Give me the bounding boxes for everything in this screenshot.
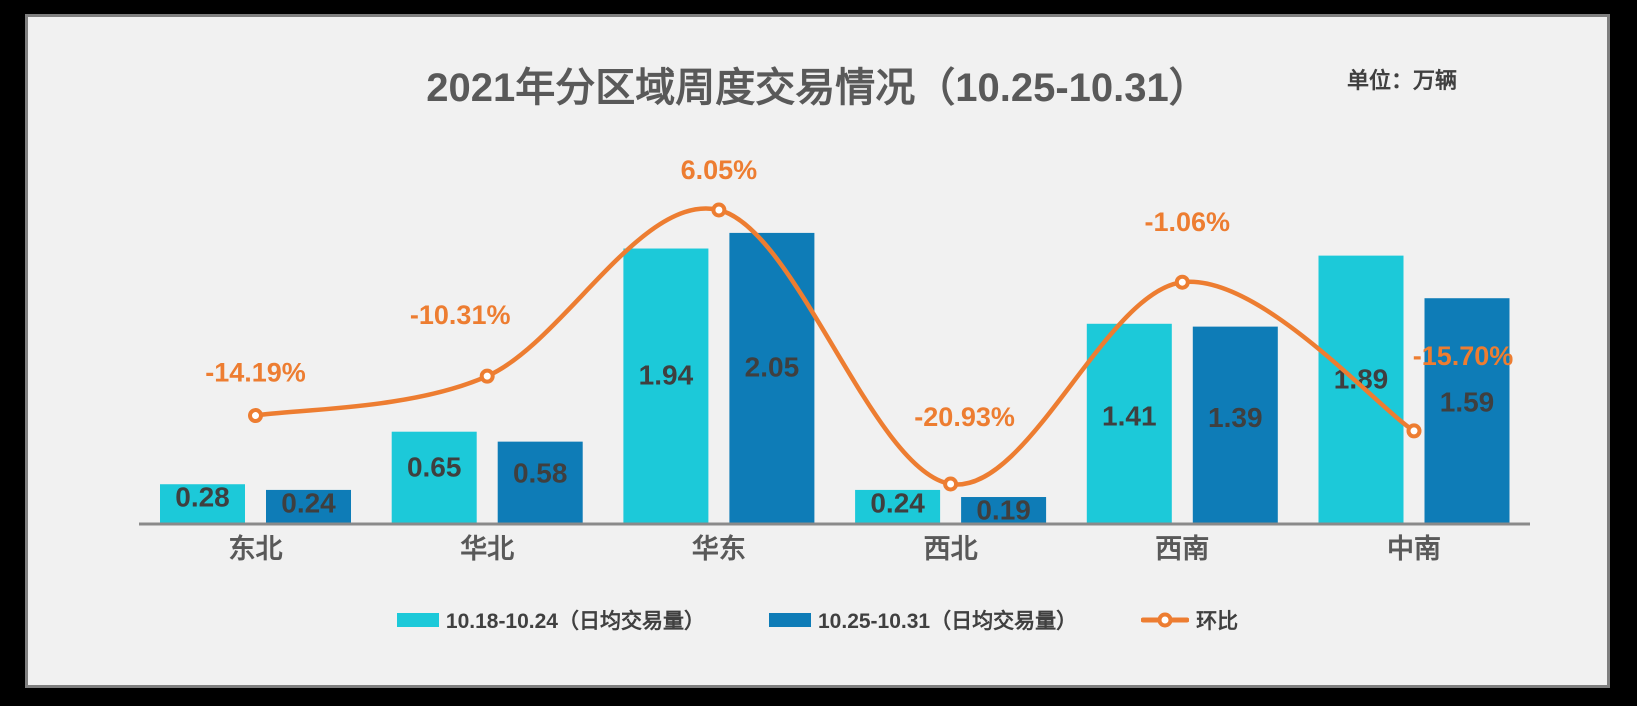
legend-swatch-week2 bbox=[769, 613, 811, 627]
bar-series1-0 bbox=[160, 484, 245, 524]
legend-label-ring-ratio: 环比 bbox=[1196, 610, 1239, 633]
bar-series2-4 bbox=[1192, 326, 1278, 524]
bar-value-label: 2.05 bbox=[745, 351, 800, 382]
bar-series2-5 bbox=[1424, 298, 1510, 524]
legend-item-week2: 10.25-10.31（日均交易量） bbox=[769, 605, 1077, 635]
percent-label: -10.31% bbox=[410, 300, 511, 330]
bar-series2-0 bbox=[266, 489, 351, 524]
bar-series2-3 bbox=[961, 497, 1047, 524]
percent-label: -15.70% bbox=[1413, 341, 1514, 371]
bar-value-label: 0.24 bbox=[281, 487, 336, 518]
bar-value-label: 0.58 bbox=[513, 457, 568, 488]
chart-legend: 10.18-10.24（日均交易量） 10.25-10.31（日均交易量） 环比 bbox=[28, 605, 1607, 635]
line-marker bbox=[1174, 274, 1190, 290]
legend-swatch-week1 bbox=[396, 613, 439, 627]
slide-canvas: 2021年分区域周度交易情况（10.25-10.31） 单位：万辆 0.28 0.… bbox=[25, 14, 1610, 688]
x-axis-label: 中南 bbox=[1387, 534, 1441, 564]
combo-chart: 0.280.651.940.241.411.890.240.582.050.19… bbox=[139, 155, 1530, 564]
legend-label-week1: 10.18-10.24（日均交易量） bbox=[445, 610, 705, 633]
x-axis-label: 西北 bbox=[924, 534, 978, 564]
bar-series1-3 bbox=[855, 489, 941, 524]
bar-series1-2 bbox=[623, 248, 709, 524]
x-axis-label: 华东 bbox=[692, 533, 746, 564]
x-axis-label: 东北 bbox=[229, 533, 283, 564]
line-marker bbox=[248, 408, 263, 424]
line-marker bbox=[943, 476, 959, 492]
line-marker-icon bbox=[1141, 612, 1190, 628]
bar-value-label: 1.94 bbox=[639, 360, 694, 391]
percent-label: 6.05% bbox=[681, 155, 758, 185]
bar-series1-5 bbox=[1318, 255, 1404, 524]
legend-label-week2: 10.25-10.31（日均交易量） bbox=[818, 610, 1078, 633]
bar-value-label: 0.19 bbox=[976, 495, 1031, 526]
chart-title: 2021年分区域周度交易情况（10.25-10.31） bbox=[426, 66, 1209, 110]
percent-label: -14.19% bbox=[205, 358, 306, 388]
legend-item-ring-ratio: 环比 bbox=[1141, 605, 1238, 635]
unit-label: 单位：万辆 bbox=[1346, 68, 1457, 93]
percent-label: -20.93% bbox=[914, 402, 1015, 432]
x-axis-label: 华北 bbox=[460, 533, 514, 564]
bar-series1-1 bbox=[391, 431, 477, 524]
bar-series2-2 bbox=[729, 232, 815, 524]
x-axis-label: 西南 bbox=[1155, 534, 1209, 564]
bar-value-label: 0.24 bbox=[870, 487, 925, 518]
bar-series1-4 bbox=[1086, 323, 1172, 524]
line-marker bbox=[479, 368, 495, 384]
bar-series2-1 bbox=[497, 441, 583, 524]
bar-value-label: 0.65 bbox=[407, 451, 462, 482]
bar-value-label: 1.59 bbox=[1440, 387, 1495, 418]
percent-label: -1.06% bbox=[1145, 207, 1231, 237]
bar-value-label: 1.39 bbox=[1208, 402, 1263, 433]
line-marker bbox=[1406, 423, 1422, 439]
legend-item-week1: 10.18-10.24（日均交易量） bbox=[396, 605, 705, 635]
bar-value-label: 0.28 bbox=[175, 482, 230, 513]
bar-value-label: 1.41 bbox=[1102, 400, 1157, 431]
line-marker bbox=[711, 202, 727, 218]
